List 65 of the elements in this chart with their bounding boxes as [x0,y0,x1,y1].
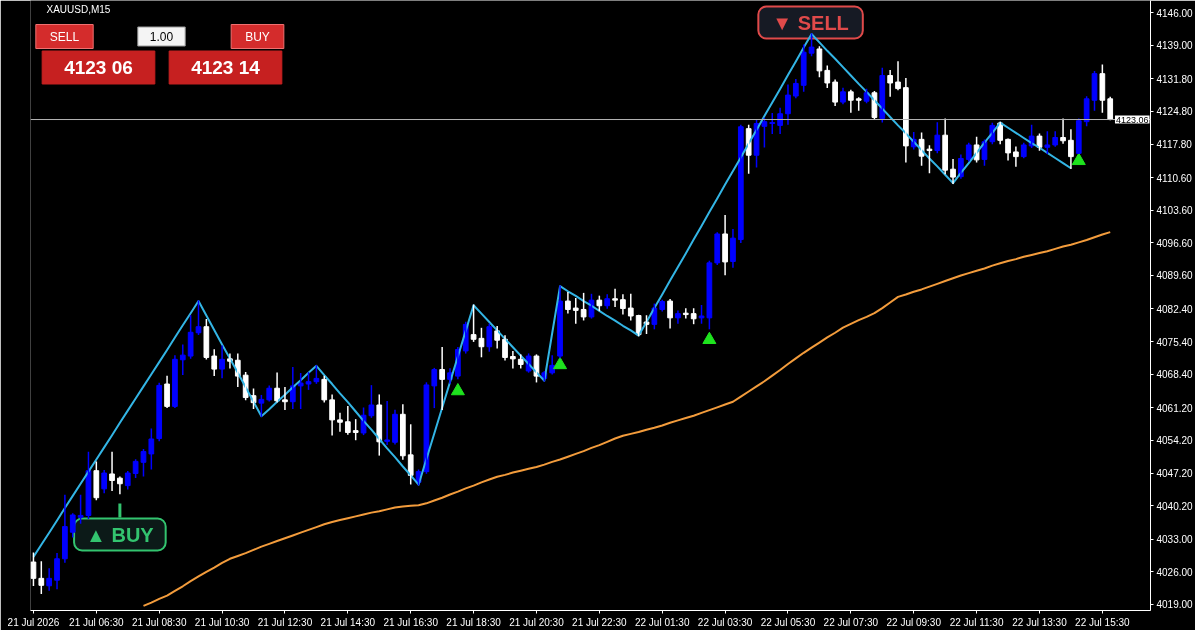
chart-title: XAUUSD,M15 [46,3,111,15]
y-tick-label: 4117.80 [1156,139,1193,151]
y-tick-label: 4096.60 [1156,237,1194,249]
x-tick-label: 22 Jul 11:30 [949,616,1004,628]
y-tick-label: 4089.60 [1156,270,1194,282]
y-tick-label: 4054.20 [1156,435,1194,447]
candlestick [258,394,265,417]
annotation: 4123 14 [191,57,261,78]
x-tick-label: 21 Jul 10:30 [194,616,250,628]
candlestick [824,65,831,88]
x-tick-label: 22 Jul 07:30 [823,616,879,628]
x-tick-label: 21 Jul 12:30 [257,616,313,628]
candlestick [431,367,438,409]
x-tick-label: 21 Jul 16:30 [383,616,439,628]
x-tick-label: 22 Jul 05:30 [760,616,816,628]
candlestick [148,428,155,470]
point [553,356,568,370]
y-tick-label: 4047.20 [1156,468,1194,480]
y-tick-label: 4040.20 [1156,500,1194,512]
y-tick-label: 4146.00 [1156,7,1194,19]
x-tick-label: 22 Jul 13:30 [1012,616,1068,628]
point [702,331,717,344]
x-tick-label: 21 Jul 18:30 [446,616,502,628]
candlestick [77,494,84,524]
candlestick [769,112,776,135]
y-tick-label: 4082.40 [1156,304,1194,315]
point [1071,152,1086,166]
candlestick [69,513,76,538]
x-tick-label: 21 Jul 06:30 [69,616,125,628]
x-tick-label: 22 Jul 03:30 [697,616,753,628]
ref-line-label: 4123.06 [1115,114,1149,125]
x-tick-label: 22 Jul 15:30 [1075,616,1131,628]
y-tick-label: 4068.40 [1156,369,1194,381]
candlestick [580,292,587,321]
point [450,383,465,396]
x-tick-label: 22 Jul 09:30 [886,616,942,628]
y-tick-label: 4139.00 [1156,40,1194,52]
candlestick [612,288,618,307]
annotation: SELL [49,29,80,44]
y-tick-label: 4075.40 [1156,336,1194,348]
annotation: ▼ SELL [772,11,849,34]
candlestick [816,46,823,78]
x-tick-label: 21 Jul 2026 [7,616,60,628]
annotation: 1.00 [149,30,174,44]
x-tick-label: 21 Jul 20:30 [509,616,565,628]
y-tick-label: 4026.00 [1156,566,1194,578]
annotation: 4123 06 [64,57,133,78]
y-tick-label: 4124.80 [1156,106,1194,118]
y-tick-label: 4110.60 [1156,172,1193,184]
x-tick-label: 21 Jul 22:30 [572,616,628,628]
annotation: ▲ BUY [86,523,155,546]
x-tick-label: 21 Jul 08:30 [131,616,187,628]
candlestick [808,33,815,57]
x-tick-label: 22 Jul 01:30 [634,616,690,628]
annotation: BUY [245,29,270,44]
x-tick-label: 21 Jul 14:30 [320,616,376,628]
y-tick-label: 4061.20 [1156,402,1194,414]
candlestick [352,419,359,441]
candlestick [297,373,304,409]
y-tick-label: 4019.00 [1156,599,1194,611]
line-series [32,33,1072,558]
y-tick-label: 4131.80 [1156,73,1194,85]
candlestick [1044,131,1051,155]
y-tick-label: 4103.60 [1156,205,1194,217]
y-tick-label: 4033.00 [1156,534,1194,546]
